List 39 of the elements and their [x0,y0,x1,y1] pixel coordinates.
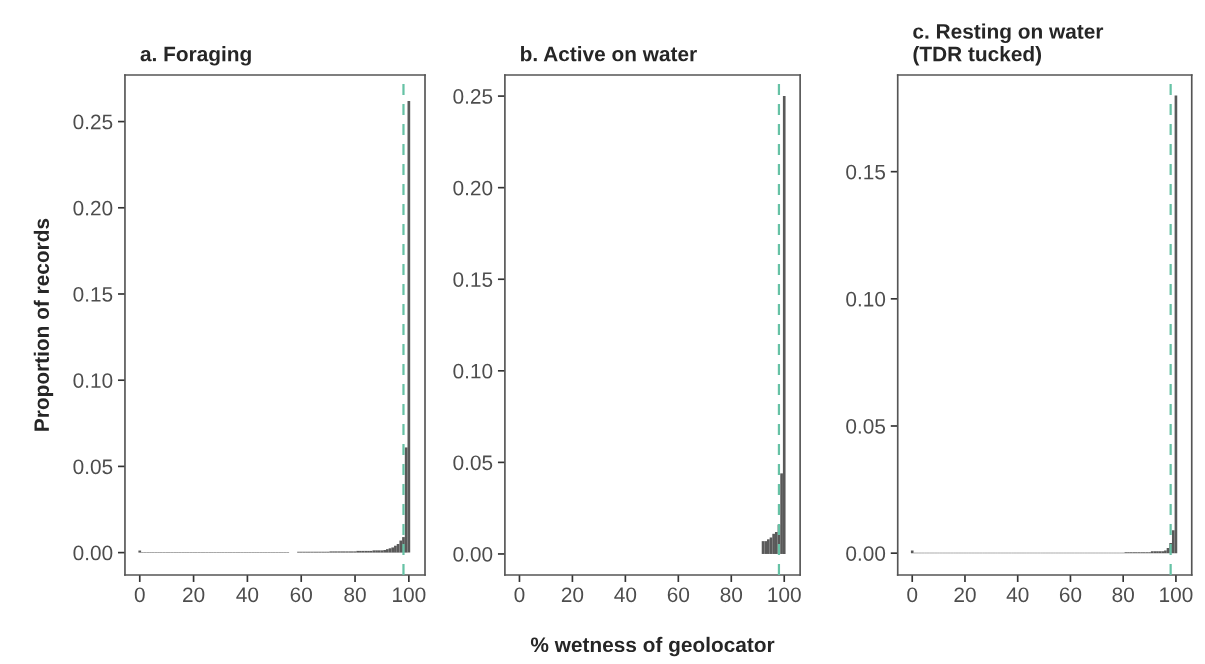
y-tick-label: 0.00 [73,545,113,561]
x-tick-label: 60 [1059,587,1082,603]
chart-title: c. Resting on water (TDR tucked) [913,23,1104,66]
y-axis-title: Proportion of records [33,218,54,431]
x-tick-label: 20 [954,587,976,603]
y-tick-label: 0.05 [73,459,113,475]
x-tick-label: 100 [1160,587,1193,603]
x-tick-label: 40 [614,587,637,603]
y-tick-label: 0.15 [846,164,886,180]
x-tick-label: 100 [768,587,801,603]
y-tick-label: 0.10 [846,291,886,307]
x-tick-label: 20 [183,587,205,603]
x-tick-label: 40 [236,587,259,603]
x-tick-label: 40 [1006,587,1029,603]
x-tick-label: 0 [134,587,145,603]
x-tick-label: 0 [907,587,918,603]
y-tick-label: 0.15 [453,272,493,287]
y-tick-label: 0.05 [846,418,886,434]
y-tick-label: 0.10 [453,363,493,379]
x-tick-label: 80 [720,587,743,603]
y-tick-label: 0.15 [73,287,113,302]
x-tick-label: 20 [561,587,584,603]
y-tick-label: 0.00 [846,546,886,561]
y-tick-label: 0.25 [73,114,113,130]
x-tick-label: 100 [393,587,426,603]
y-tick-label: 0.05 [453,455,493,471]
chart-title: b. Active on water [521,46,697,62]
y-tick-label: 0.25 [453,89,493,104]
x-axis-title: % wetness of geolocator [530,636,775,657]
y-tick-label: 0.00 [453,546,493,562]
x-tick-label: 60 [290,587,312,603]
chart-title: a. Foraging [140,46,251,66]
y-tick-label: 0.20 [453,180,493,196]
x-tick-label: 80 [1112,587,1134,603]
x-tick-label: 60 [667,587,690,603]
x-tick-label: 80 [344,587,366,603]
y-tick-label: 0.10 [73,373,113,388]
x-tick-label: 0 [514,587,525,603]
y-tick-label: 0.20 [73,200,113,216]
